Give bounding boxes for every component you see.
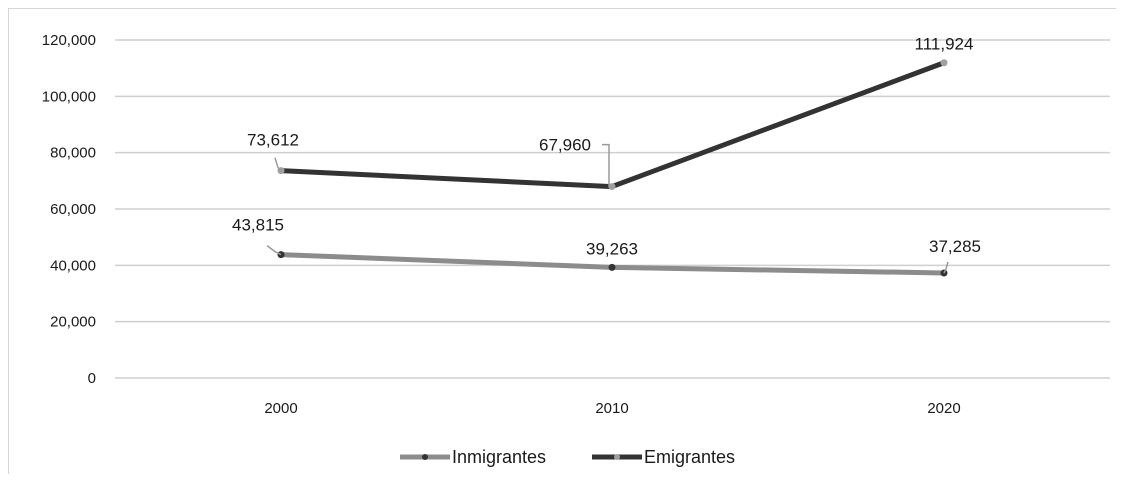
label-leader-line (266, 244, 282, 256)
x-tick-label: 2000 (264, 400, 297, 417)
legend-marker (614, 454, 620, 460)
y-tick-label: 40,000 (50, 257, 96, 274)
y-tick-label: 0 (88, 370, 96, 387)
data-label: 43,815 (232, 216, 284, 235)
x-tick-label: 2020 (927, 400, 960, 417)
legend-marker (422, 454, 428, 460)
y-tick-label: 120,000 (42, 32, 96, 49)
data-label: 111,924 (915, 35, 974, 54)
y-tick-label: 100,000 (42, 88, 96, 105)
data-point (940, 59, 948, 67)
y-tick-label: 80,000 (50, 145, 96, 162)
label-leader-line (274, 157, 282, 172)
series-line-emigrantes (278, 60, 947, 190)
data-label: 39,263 (586, 239, 638, 258)
data-point (277, 251, 285, 259)
x-axis: 2000 2010 2020 (264, 400, 960, 417)
data-label: 37,285 (929, 237, 981, 256)
data-label: 67,960 (539, 136, 591, 155)
chart-frame (8, 8, 1116, 474)
data-point (608, 263, 616, 271)
data-label: 73,612 (247, 131, 299, 150)
x-tick-label: 2010 (595, 400, 628, 417)
legend-label: Emigrantes (644, 447, 735, 467)
y-tick-label: 60,000 (50, 201, 96, 218)
data-labels: 43,815 39,263 37,285 73,612 67,960 111,924 (232, 35, 981, 274)
y-tick-label: 20,000 (50, 314, 96, 331)
gridlines (115, 39, 1110, 379)
y-axis: 0 20,000 40,000 60,000 80,000 100,000 120,000 (42, 32, 96, 387)
legend: Inmigrantes Emigrantes (400, 447, 735, 467)
label-leader-line (602, 143, 612, 188)
legend-label: Inmigrantes (452, 447, 546, 467)
label-leader-line (943, 261, 949, 274)
